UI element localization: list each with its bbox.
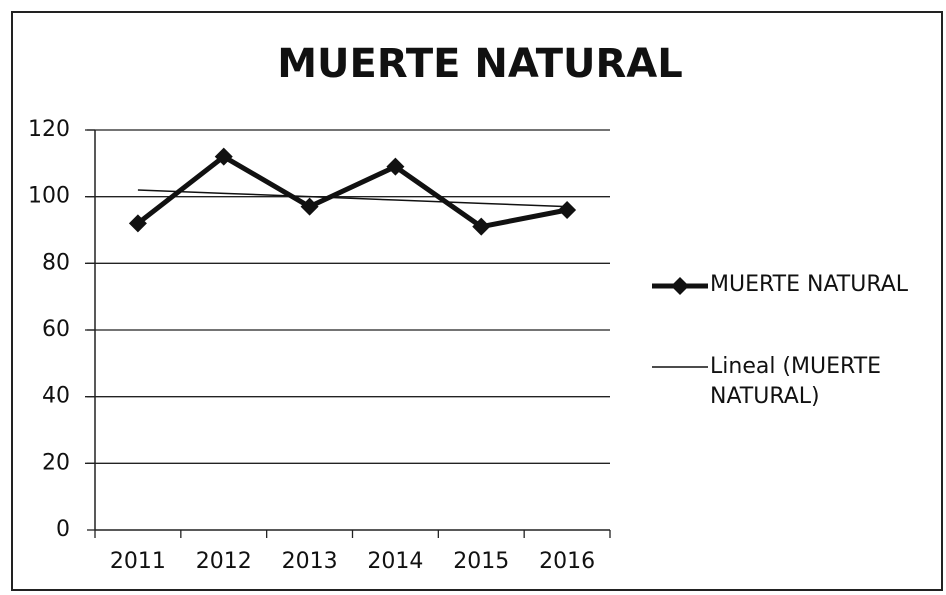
trend-line xyxy=(137,189,568,208)
legend-marker xyxy=(671,277,689,295)
x-tick-label: 2014 xyxy=(367,549,423,574)
x-tick-label: 2013 xyxy=(282,549,338,574)
x-tick-label: 2015 xyxy=(453,549,509,574)
marker xyxy=(300,197,319,216)
data-line xyxy=(136,154,568,230)
marker xyxy=(386,157,405,176)
y-tick-label: 40 xyxy=(42,384,70,409)
y-tick-label: 60 xyxy=(42,317,70,342)
legend-entry: Lineal (MUERTE NATURAL) xyxy=(710,354,882,409)
y-tick-label: 20 xyxy=(42,450,70,475)
marker xyxy=(472,217,491,236)
y-tick-label: 100 xyxy=(28,184,70,209)
x-tick-label: 2012 xyxy=(196,549,252,574)
x-tick-label: 2016 xyxy=(539,549,595,574)
legend-entry: MUERTE NATURAL xyxy=(710,272,909,297)
y-tick-label: 0 xyxy=(56,517,70,542)
y-tick-label: 80 xyxy=(42,250,70,275)
marker xyxy=(558,201,577,219)
x-tick-label: 2011 xyxy=(110,549,166,574)
y-tick-label: 120 xyxy=(28,117,70,142)
chart-border xyxy=(11,11,943,591)
marker xyxy=(128,214,147,233)
chart-title: MUERTE NATURAL xyxy=(277,41,683,87)
marker xyxy=(214,147,233,166)
